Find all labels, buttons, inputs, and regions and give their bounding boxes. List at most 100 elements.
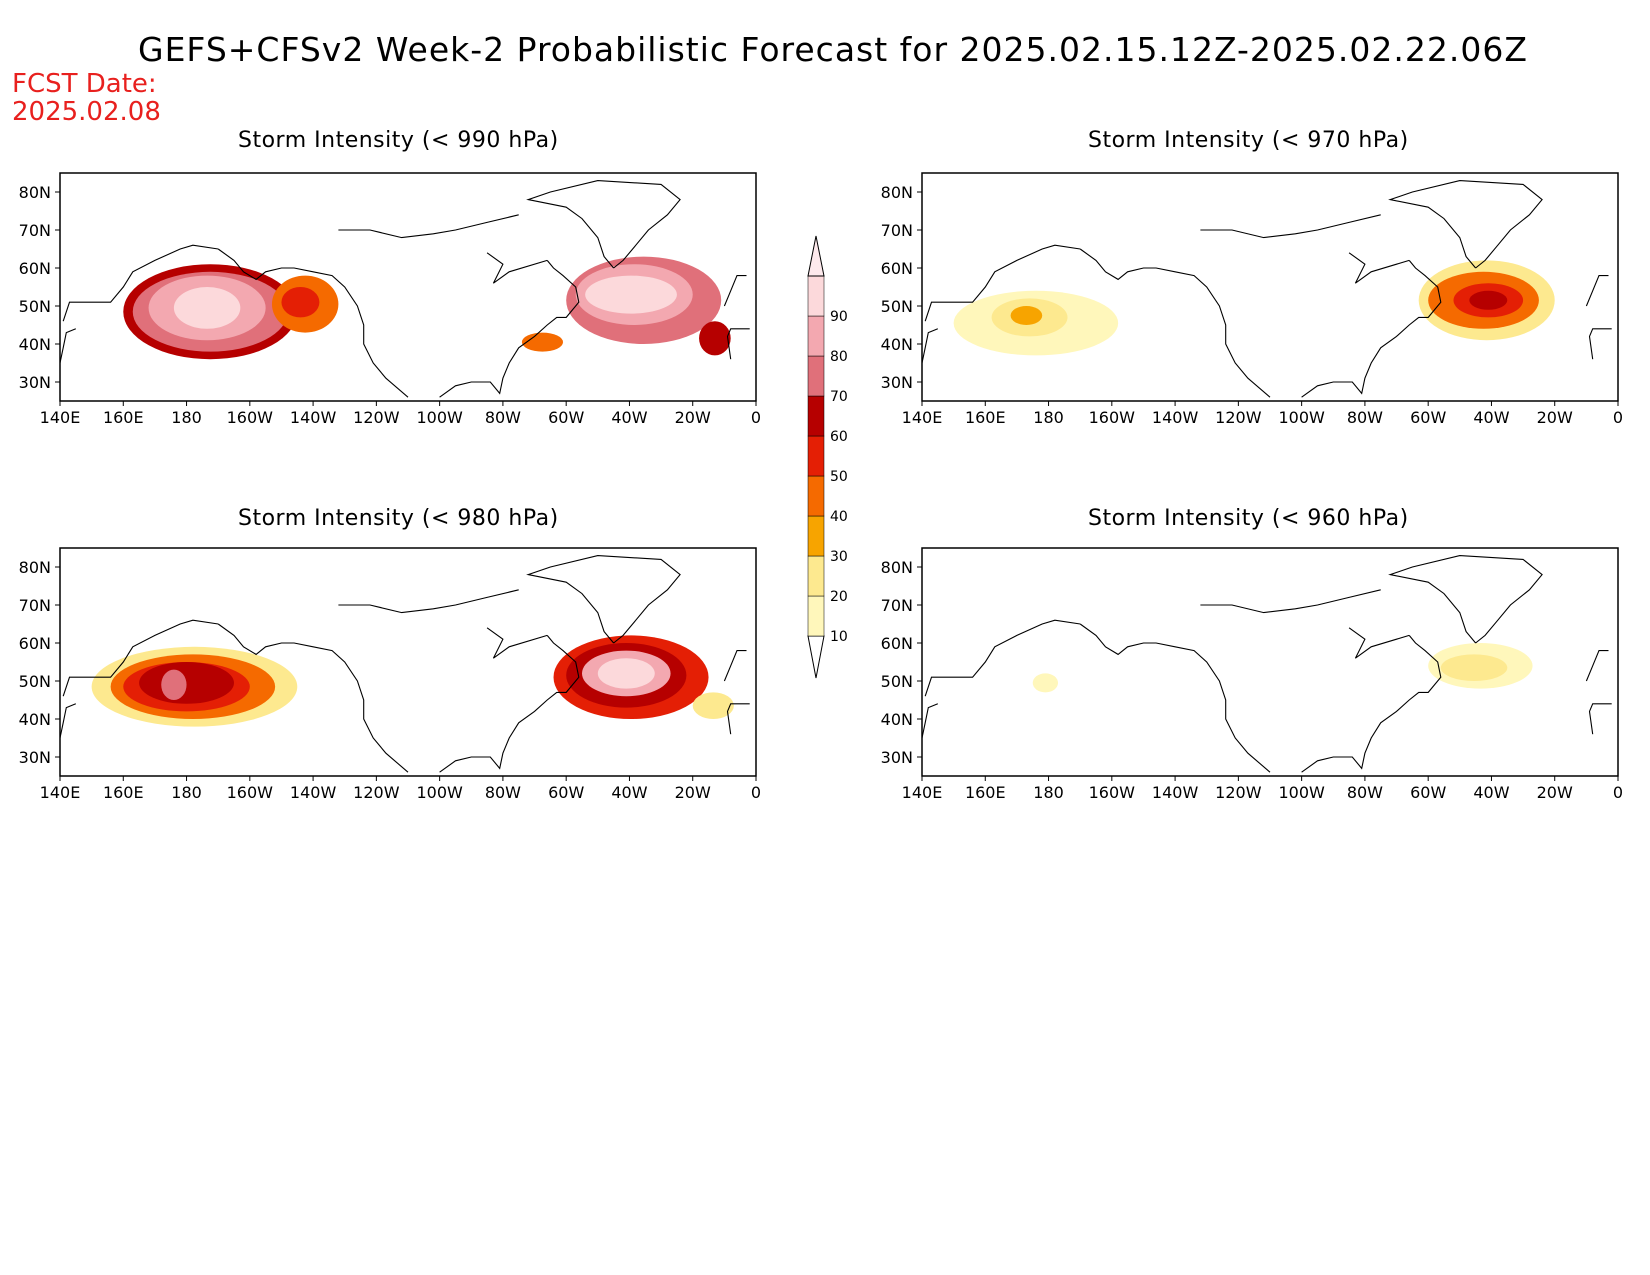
lat-label: 50N [19,672,51,691]
colorbar-head [807,235,825,277]
coastline [1585,650,1609,682]
lon-label: 180 [1033,408,1064,427]
colorbar-tail [807,635,825,679]
coastline [62,619,219,697]
coastline [1348,252,1410,284]
lon-label: 120W [1215,783,1262,802]
lon-label: 140W [1152,783,1199,802]
lat-label: 60N [19,634,51,653]
coastline [922,703,939,739]
lat-label: 40N [19,710,51,729]
lat-label: 80N [881,558,913,577]
lon-label: 100W [1278,408,1325,427]
map-frame [59,547,757,777]
lat-label: 30N [19,748,51,767]
coastline [922,328,939,364]
lat-label: 80N [881,183,913,202]
lon-label: 160W [227,408,274,427]
lon-label: 40W [1473,408,1509,427]
coastline [1301,260,1442,398]
coastline [1388,180,1543,269]
colorbar-segment [807,595,825,637]
lon-label: 60W [548,408,584,427]
map-frame [59,172,757,402]
coastline [1585,275,1609,307]
colorbar-segment [807,395,825,437]
lon-label: 60W [1410,783,1446,802]
lon-label: 120W [353,408,400,427]
lon-label: 140E [40,783,81,802]
lon-label: 120W [353,783,400,802]
coastline [924,244,1081,322]
lon-label: 0 [751,783,761,802]
probability-area [585,275,677,314]
lat-label: 40N [881,335,913,354]
map-panel-2: 140E 160E 180 160W 140W 120W 100W 80W 60W 40W 20W 0… [19,547,761,802]
probability-area [139,662,234,704]
lon-label: 40W [611,408,647,427]
lat-label: 60N [19,259,51,278]
colorbar-label: 80 [830,349,848,365]
coastline [1388,555,1543,644]
panel-title-960: Storm Intensity (< 960 hPa) [1088,506,1409,531]
lat-label: 70N [19,221,51,240]
coastline [1079,623,1271,773]
lon-label: 140E [902,408,943,427]
map-panel-0: 140E 160E 180 160W 140W 120W 100W 80W 60W 40W 20W 0… [19,172,761,427]
lat-label: 30N [881,373,913,392]
lon-label: 160W [1089,408,1136,427]
lon-label: 120W [1215,408,1262,427]
coastline [723,275,747,307]
probability-area [597,658,655,689]
lon-label: 60W [1410,408,1446,427]
coastline [1348,627,1410,659]
probability-area [1440,654,1508,681]
colorbar-label: 20 [830,589,848,605]
lon-label: 180 [171,783,202,802]
colorbar-label: 10 [830,629,848,645]
coastline [526,180,681,269]
colorbar-segment [807,475,825,517]
lon-label: 160W [1089,783,1136,802]
colorbar-label: 90 [830,309,848,325]
lon-label: 0 [751,408,761,427]
lon-label: 160E [965,408,1006,427]
lat-label: 50N [881,297,913,316]
lon-label: 80W [485,783,521,802]
map-panel-1: 140E 160E 180 160W 140W 120W 100W 80W 60W 40W 20W 0… [881,172,1623,427]
probability-area [1032,673,1059,693]
lat-label: 50N [19,297,51,316]
colorbar-segment [807,435,825,477]
coastline [1079,248,1271,398]
coastline [62,244,219,322]
lat-label: 40N [19,335,51,354]
probability-area [281,287,320,318]
coastline [338,214,519,239]
coastline [1588,328,1612,360]
lon-label: 80W [485,408,521,427]
lat-label: 80N [19,183,51,202]
lon-label: 140W [290,783,337,802]
lat-label: 30N [881,748,913,767]
coastline [924,619,1081,697]
lon-label: 180 [171,408,202,427]
map-frame [921,172,1619,402]
colorbar-label: 70 [830,389,848,405]
probability-area [161,669,187,700]
coastline [439,635,580,773]
coastline [338,589,519,614]
colorbar: 10 20 30 40 50 60 70 80 90 [807,235,848,679]
lon-label: 40W [1473,783,1509,802]
coastline [217,623,409,773]
probability-area [699,321,731,356]
map-frame [921,547,1619,777]
lon-label: 140E [40,408,81,427]
lon-label: 40W [611,783,647,802]
lat-label: 40N [881,710,913,729]
lon-label: 160E [965,783,1006,802]
colorbar-segment [807,555,825,597]
lon-label: 100W [416,783,463,802]
lon-label: 20W [675,783,711,802]
lat-label: 60N [881,259,913,278]
lon-label: 20W [675,408,711,427]
